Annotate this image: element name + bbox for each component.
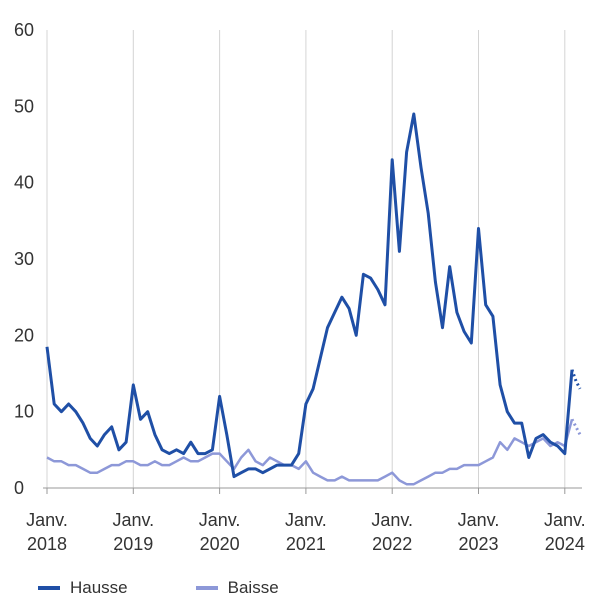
y-tick-label: 10 — [14, 402, 34, 422]
x-tick-label-year: 2024 — [545, 534, 585, 554]
x-tick-label-month: Janv. — [112, 510, 154, 530]
x-tick-label-year: 2019 — [113, 534, 153, 554]
y-axis-ticks: 0 10 20 30 40 50 60 — [14, 20, 34, 498]
y-tick-label: 0 — [14, 478, 24, 498]
legend-item-baisse: Baisse — [195, 578, 279, 598]
legend-label-baisse: Baisse — [227, 578, 279, 597]
legend-label-hausse: Hausse — [70, 578, 128, 597]
legend-swatch-hausse — [38, 586, 60, 590]
x-tick-label-month: Janv. — [26, 510, 68, 530]
series-line-hausse — [45, 112, 574, 479]
y-tick-label: 60 — [14, 20, 34, 40]
y-tick-label: 50 — [14, 96, 34, 116]
x-tick-label-year: 2022 — [372, 534, 412, 554]
series-lines — [45, 112, 582, 486]
series-tail-baisse — [570, 418, 582, 436]
x-tick-label-year: 2021 — [286, 534, 326, 554]
gridlines — [46, 30, 566, 488]
series-line-baisse — [46, 418, 574, 486]
y-tick-label: 30 — [14, 249, 34, 269]
x-tick-label-month: Janv. — [371, 510, 413, 530]
legend: Hausse Baisse — [38, 578, 279, 598]
x-tick-label-month: Janv. — [285, 510, 327, 530]
x-tick-label-month: Janv. — [544, 510, 586, 530]
y-tick-label: 20 — [14, 325, 34, 345]
legend-item-hausse: Hausse — [38, 578, 128, 598]
x-axis-ticks: Janv. 2018 Janv. 2019 Janv. 2020 Janv. 2021 Janv… — [26, 488, 586, 554]
x-tick-label-year: 2020 — [200, 534, 240, 554]
x-tick-label-year: 2018 — [27, 534, 67, 554]
legend-swatch-baisse — [195, 586, 218, 590]
y-tick-label: 40 — [14, 173, 34, 193]
x-tick-label-year: 2023 — [458, 534, 498, 554]
x-tick-label-month: Janv. — [199, 510, 241, 530]
x-tick-label-month: Janv. — [458, 510, 500, 530]
